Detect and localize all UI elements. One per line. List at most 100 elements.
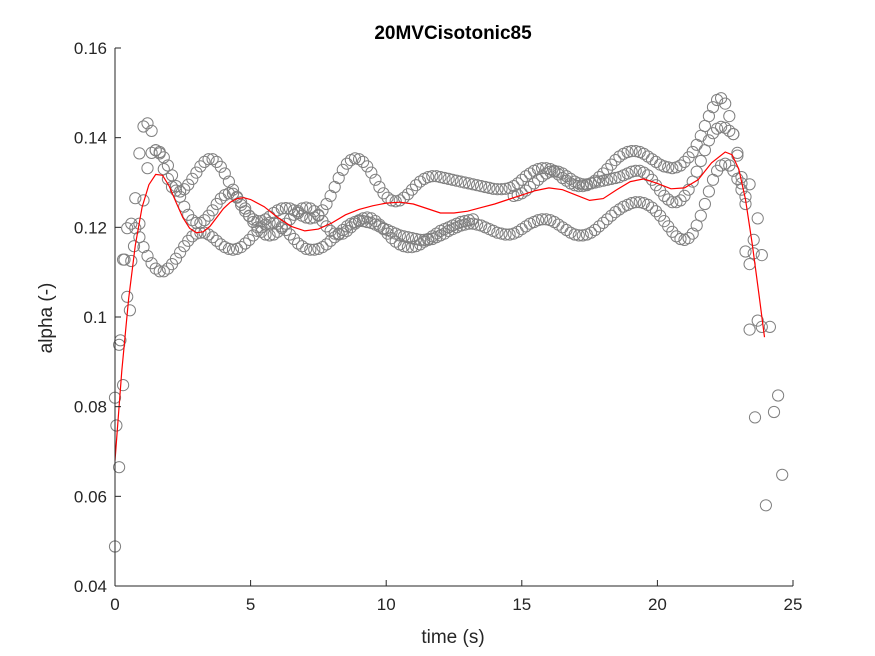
data-point (287, 208, 301, 221)
data-point (641, 169, 655, 182)
data-point (747, 233, 760, 246)
data-point (491, 226, 504, 239)
data-point (263, 229, 276, 242)
data-point (706, 173, 720, 186)
data-point (715, 120, 728, 134)
data-point (751, 314, 764, 327)
data-point (755, 249, 768, 262)
data-point (255, 225, 268, 238)
data-point (279, 217, 292, 230)
data-point (235, 198, 248, 211)
data-point (731, 146, 744, 159)
data-point (186, 214, 199, 227)
data-point (210, 234, 223, 247)
data-point (110, 419, 123, 432)
data-point (702, 110, 716, 123)
data-point (584, 226, 598, 239)
data-point (645, 201, 659, 214)
data-point (247, 229, 260, 242)
data-point (540, 162, 553, 175)
data-point (141, 249, 154, 263)
data-point (776, 468, 789, 481)
data-point (267, 216, 280, 229)
data-point (117, 253, 130, 266)
data-point (666, 162, 679, 175)
data-point (357, 155, 370, 168)
data-point (308, 205, 321, 218)
data-point (243, 233, 256, 246)
data-point (678, 155, 691, 168)
data-point (625, 197, 638, 210)
y-axis-label: alpha (-) (36, 283, 57, 354)
data-point (678, 189, 691, 202)
data-point (206, 231, 219, 244)
data-point (190, 166, 203, 179)
data-point (674, 194, 687, 207)
axes: 0 5 10 15 20 25 0.04 0.06 0.08 0.1 0.12 0.14 0.16 (74, 39, 803, 614)
data-point (157, 265, 170, 278)
data-point (698, 197, 712, 211)
data-point (275, 202, 288, 215)
data-point (336, 223, 349, 237)
data-point (576, 178, 589, 191)
data-point (471, 218, 484, 231)
data-point (682, 232, 695, 245)
data-point (560, 223, 573, 237)
data-point (658, 189, 671, 202)
data-point (483, 181, 496, 194)
data-point (552, 168, 565, 181)
data-point (731, 149, 744, 162)
data-point (235, 196, 248, 209)
data-point (235, 241, 248, 254)
data-point (239, 237, 252, 250)
data-point (348, 152, 362, 165)
data-point (662, 161, 675, 174)
data-point (491, 183, 504, 196)
data-point (340, 224, 353, 237)
data-point (739, 245, 752, 258)
data-point (723, 110, 736, 123)
data-point (169, 184, 183, 197)
data-point (292, 205, 305, 218)
data-point (422, 233, 435, 246)
data-point (613, 203, 626, 216)
data-point (202, 228, 215, 241)
data-point (706, 101, 720, 114)
data-point (605, 158, 618, 171)
data-point (226, 187, 240, 200)
data-point (743, 323, 756, 336)
data-point (259, 213, 272, 226)
data-point (487, 182, 500, 195)
data-point (320, 220, 333, 233)
data-point (222, 242, 235, 255)
data-point (353, 215, 366, 228)
data-point (239, 202, 252, 215)
data-point (731, 172, 744, 185)
data-point (499, 182, 512, 195)
data-point (137, 194, 150, 207)
data-point (316, 241, 329, 254)
data-point (641, 150, 655, 163)
data-point (259, 228, 272, 241)
data-point (226, 243, 240, 256)
data-point (454, 175, 467, 188)
data-point (597, 174, 610, 187)
data-point (255, 221, 268, 234)
data-point (210, 155, 223, 168)
data-point (369, 173, 382, 186)
data-point (572, 229, 585, 242)
data-point (719, 97, 732, 110)
scatter-series-3 (507, 92, 789, 512)
data-point (304, 243, 317, 256)
data-point (462, 177, 475, 190)
data-point (141, 117, 154, 130)
data-point (503, 228, 516, 241)
data-point (625, 165, 638, 178)
y-tick-label: 0.16 (74, 39, 107, 58)
data-point (748, 411, 762, 424)
data-point (670, 230, 683, 243)
data-point (186, 172, 199, 185)
data-point (605, 209, 618, 222)
data-point (446, 173, 459, 186)
data-point (580, 178, 594, 191)
